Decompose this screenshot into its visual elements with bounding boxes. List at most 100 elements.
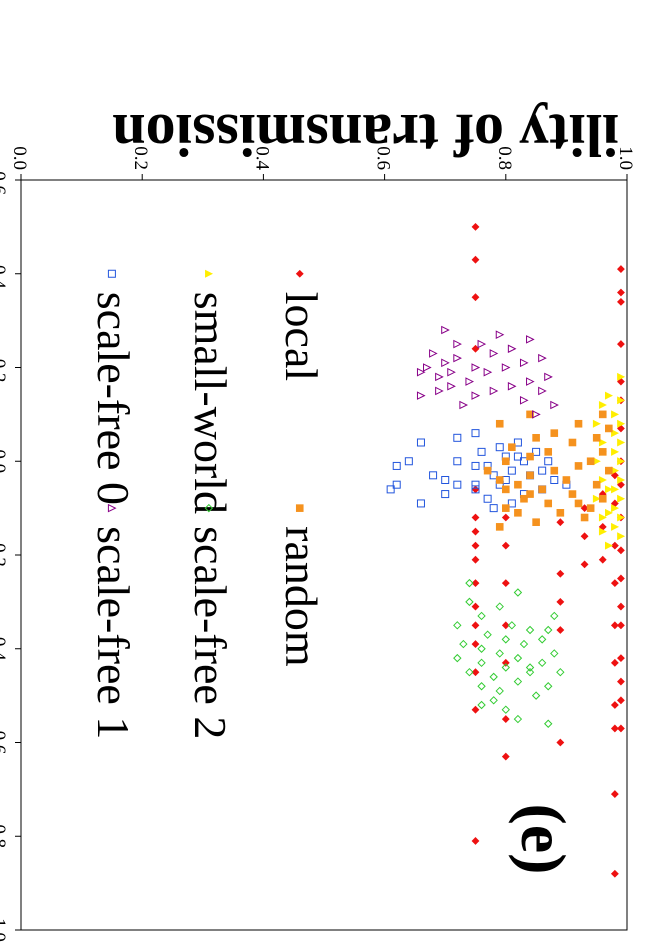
data-point	[447, 381, 456, 391]
data-point	[501, 541, 510, 550]
data-point	[598, 527, 607, 536]
data-point	[453, 433, 462, 442]
data-point	[568, 438, 577, 447]
panel-label: (e)	[508, 803, 579, 874]
data-point	[416, 438, 425, 447]
y-tick-label: 0.6	[373, 146, 394, 170]
data-point	[574, 462, 583, 470]
data-points	[386, 222, 626, 878]
data-point	[453, 480, 462, 489]
data-point	[477, 447, 486, 456]
data-point	[556, 569, 565, 578]
data-point	[429, 349, 438, 358]
data-point	[489, 504, 498, 513]
data-point	[483, 630, 492, 639]
data-point	[617, 696, 625, 705]
data-point	[465, 578, 474, 588]
data-point	[513, 452, 522, 461]
data-point	[526, 452, 534, 461]
data-point	[453, 457, 462, 466]
data-point	[550, 476, 559, 484]
legend-item: local	[276, 269, 327, 381]
y-axis-title: ility of transmission	[112, 102, 619, 168]
data-point	[617, 532, 626, 541]
data-point	[519, 396, 529, 405]
data-point	[501, 513, 510, 522]
data-point	[501, 658, 510, 667]
data-point	[471, 293, 480, 302]
data-point	[513, 588, 523, 597]
data-point	[471, 391, 481, 400]
data-point	[513, 714, 523, 724]
data-point	[550, 400, 559, 410]
legend-item: scale-free 1	[88, 503, 139, 739]
data-point	[525, 625, 535, 635]
data-point	[435, 372, 444, 382]
series-scale-free-1	[416, 325, 559, 419]
data-point	[471, 555, 480, 564]
data-point	[483, 494, 492, 503]
legend-label: scale-free 0	[88, 292, 139, 505]
data-point	[592, 419, 601, 428]
data-point	[471, 621, 480, 630]
axis-ticks	[15, 174, 628, 931]
data-point	[513, 653, 523, 663]
y-tick-label: 0.0	[9, 146, 30, 170]
data-point	[610, 724, 619, 733]
data-point	[617, 438, 626, 447]
data-point	[544, 719, 553, 728]
data-point	[605, 466, 613, 475]
x-tick-label: 0.8	[0, 824, 9, 848]
data-point	[537, 635, 547, 644]
data-point	[544, 499, 553, 508]
x-tick-labels: -0.6 -0.4 -0.2 0.0 0.2 0.4 0.6 0.8 1.0	[0, 165, 9, 942]
data-point	[611, 410, 620, 419]
data-point	[605, 424, 613, 433]
legend-marker	[107, 503, 117, 513]
data-point	[502, 457, 510, 466]
data-point	[617, 654, 625, 663]
data-point	[392, 480, 401, 489]
data-point	[501, 579, 510, 588]
data-point	[386, 485, 395, 494]
data-point	[477, 682, 486, 691]
data-point	[441, 358, 450, 368]
data-point	[532, 410, 541, 419]
data-point	[556, 738, 565, 747]
legend-label: local	[276, 292, 327, 381]
data-point	[508, 443, 516, 451]
data-point	[513, 677, 523, 686]
data-point	[495, 330, 505, 339]
data-point	[525, 667, 535, 677]
data-point	[617, 265, 625, 273]
series-local	[471, 222, 625, 878]
data-point	[531, 691, 541, 700]
data-point	[617, 288, 625, 297]
data-point	[617, 602, 625, 611]
data-point	[617, 494, 626, 503]
data-point	[471, 363, 481, 372]
data-point	[471, 480, 480, 489]
legend-item: scale-free 2	[185, 503, 236, 739]
legend-marker	[204, 503, 214, 513]
data-point	[598, 438, 607, 447]
data-point	[605, 391, 613, 400]
data-point	[495, 686, 504, 696]
data-point	[598, 410, 607, 419]
data-point	[501, 752, 510, 761]
data-point	[514, 480, 522, 489]
data-point	[416, 367, 426, 377]
data-point	[495, 419, 504, 428]
series-small-world	[592, 372, 626, 550]
data-point	[416, 391, 426, 400]
data-point	[471, 485, 480, 494]
data-point	[429, 471, 438, 480]
data-point	[507, 499, 516, 508]
data-point	[617, 677, 625, 686]
legend-marker	[205, 269, 214, 278]
x-tick-label: 0.0	[0, 449, 9, 473]
data-point	[538, 353, 547, 363]
data-point	[507, 466, 516, 475]
legend-marker	[107, 269, 116, 278]
data-point	[471, 705, 480, 714]
